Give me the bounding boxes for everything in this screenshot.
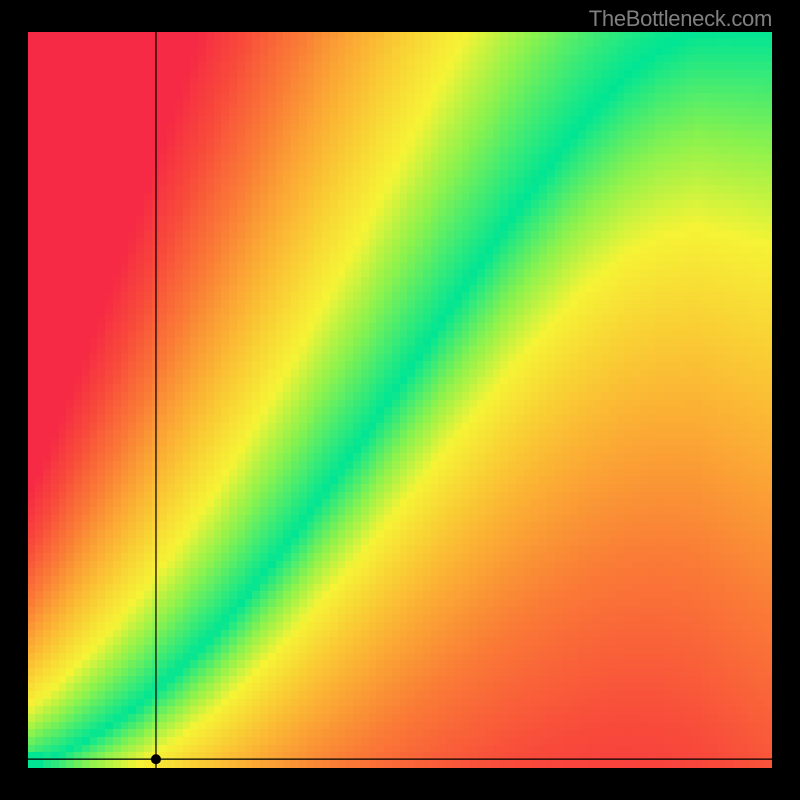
heatmap-canvas	[28, 32, 772, 768]
chart-frame: TheBottleneck.com	[0, 0, 800, 800]
heatmap-plot	[28, 32, 772, 768]
watermark-text: TheBottleneck.com	[589, 6, 772, 32]
